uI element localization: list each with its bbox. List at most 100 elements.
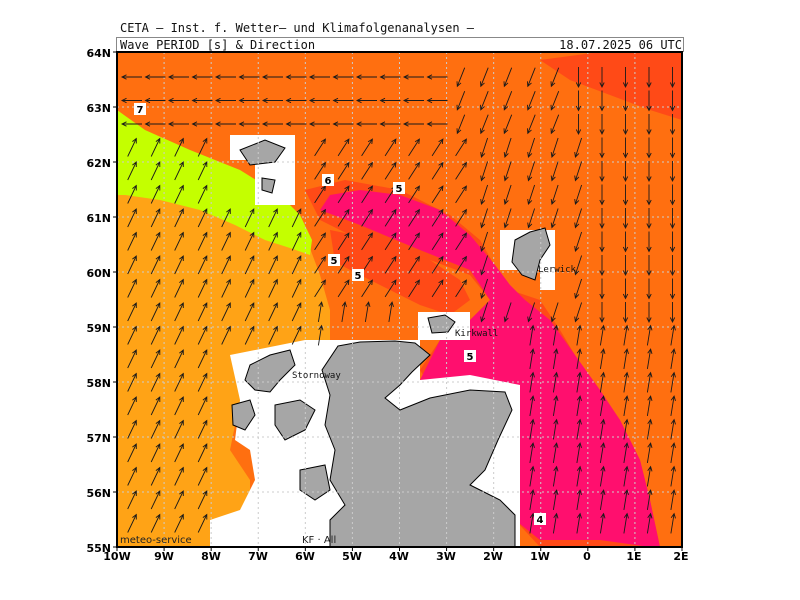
footer-credit-2: KF · All (302, 535, 337, 546)
wave-direction-arrow (574, 184, 583, 205)
svg-text:6: 6 (325, 176, 332, 187)
wave-direction-arrow (552, 418, 559, 440)
wave-direction-arrow (174, 302, 184, 322)
wave-direction-arrow (599, 302, 605, 324)
lon-label-3w: 3W (436, 550, 456, 563)
wave-direction-arrow (503, 208, 512, 229)
wave-direction-arrow (337, 255, 350, 274)
wave-direction-arrow (529, 465, 535, 487)
wave-direction-arrow (379, 74, 401, 80)
wave-direction-arrow (480, 67, 489, 88)
wave-direction-arrow (197, 396, 208, 416)
wave-direction-arrow (646, 371, 653, 393)
wave-direction-arrow (317, 324, 324, 346)
wave-direction-arrow (431, 255, 444, 274)
wave-direction-arrow (574, 208, 583, 229)
lon-label-6w: 6W (295, 550, 315, 563)
wave-direction-arrow (646, 67, 652, 89)
wave-direction-arrow (197, 349, 208, 369)
lon-label-1w: 1W (530, 550, 550, 563)
wave-direction-arrow (337, 232, 350, 251)
wave-direction-arrow (314, 208, 326, 227)
contour-label-5a: 5 (393, 182, 405, 195)
wave-direction-arrow (527, 208, 536, 229)
wave-direction-arrow (646, 348, 653, 369)
lon-label-1e: 1E (626, 550, 641, 563)
wave-direction-arrow (455, 185, 467, 204)
wave-direction-arrow (314, 138, 326, 157)
wave-direction-arrow (622, 278, 629, 300)
wave-direction-arrow (127, 137, 137, 157)
wave-direction-arrow (221, 255, 231, 275)
wave-direction-arrow (174, 490, 184, 510)
wave-direction-arrow (431, 138, 444, 157)
wave-direction-arrow (355, 121, 377, 127)
wave-direction-arrow (221, 231, 231, 251)
wave-direction-arrow (574, 278, 583, 299)
wave-direction-arrow (646, 512, 653, 534)
wave-direction-arrow (503, 302, 512, 323)
wave-direction-arrow (408, 255, 420, 274)
wave-direction-arrow (238, 121, 260, 127)
wave-direction-arrow (384, 232, 397, 251)
wave-direction-arrow (314, 161, 326, 180)
wave-direction-arrow (144, 121, 166, 127)
wave-direction-arrow (268, 231, 278, 251)
wave-direction-arrow (191, 121, 213, 127)
wave-direction-arrow (361, 138, 373, 157)
wave-direction-arrow (527, 137, 536, 158)
wave-direction-arrow (426, 97, 448, 104)
wave-direction-arrow (221, 278, 231, 298)
wave-direction-arrow (127, 466, 137, 486)
wave-direction-arrow (384, 161, 397, 180)
wave-direction-arrow (480, 137, 489, 158)
wave-direction-arrow (379, 97, 401, 104)
wave-direction-arrow (646, 395, 653, 416)
wave-direction-arrow (622, 208, 629, 230)
wave-direction-arrow (197, 443, 208, 463)
lon-label-5w: 5W (342, 550, 362, 563)
wave-direction-arrow (599, 324, 606, 346)
wave-direction-arrow (197, 278, 208, 298)
period-field-8-9 (117, 110, 312, 255)
wave-direction-arrow (622, 184, 629, 206)
wave-direction-arrow (174, 396, 184, 416)
wave-direction-arrow (291, 278, 302, 298)
wave-direction-arrow (379, 121, 401, 127)
wave-direction-arrow (529, 348, 535, 369)
wave-direction-arrow (575, 90, 582, 112)
wave-direction-arrow (576, 442, 582, 463)
wave-direction-arrow (550, 67, 560, 88)
wave-direction-arrow (261, 97, 283, 104)
lon-axis: 10W 9W 8W 7W 6W 5W 4W 3W 2W 1W 0 1E 2E (103, 550, 688, 563)
wave-direction-arrow (127, 325, 137, 345)
wave-direction-arrow (576, 489, 582, 510)
wave-direction-arrow (622, 255, 629, 277)
wave-direction-arrow (150, 161, 161, 181)
wave-direction-arrow (127, 513, 137, 533)
wave-direction-arrow (599, 512, 606, 534)
wave-direction-arrow (646, 208, 652, 230)
wave-direction-arrow (285, 97, 307, 104)
wave-direction-arrow (174, 443, 184, 463)
wave-direction-arrow (669, 255, 676, 277)
wave-direction-arrow (576, 512, 582, 534)
wave-direction-arrow (167, 121, 189, 127)
header-frame (116, 37, 684, 52)
wave-direction-arrow (646, 465, 653, 487)
wave-direction-arrow (455, 161, 467, 180)
wave-direction-arrow (599, 137, 605, 159)
wave-direction-arrow (268, 302, 278, 322)
wave-direction-arrow (622, 114, 629, 136)
wave-direction-arrow (388, 301, 394, 322)
wave-direction-arrow (314, 255, 326, 274)
wave-direction-arrow (669, 67, 676, 89)
wave-direction-arrow (127, 231, 137, 251)
wave-direction-arrow (332, 74, 354, 80)
wave-direction-arrow (174, 466, 184, 486)
place-lerwick: Lerwick (538, 265, 577, 275)
wave-direction-arrow (337, 161, 350, 180)
wave-direction-arrow (550, 137, 559, 158)
contour-label-6: 6 (322, 174, 334, 187)
wave-direction-arrow (552, 324, 559, 346)
